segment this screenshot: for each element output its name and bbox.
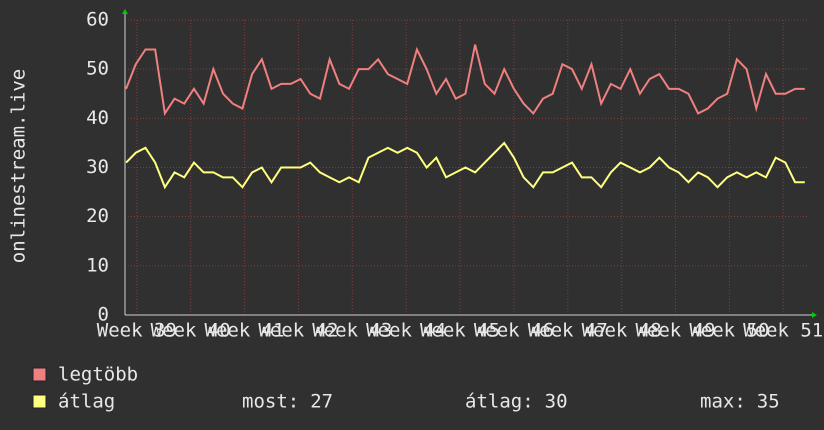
legend-swatch bbox=[32, 367, 47, 382]
stat-value: 35 bbox=[757, 391, 780, 413]
y-axis-label: onlinestream.live bbox=[8, 69, 30, 263]
x-tick-label: Week 46 bbox=[474, 320, 554, 342]
y-tick-label: 0 bbox=[98, 304, 109, 326]
stat-value: 30 bbox=[545, 391, 568, 413]
x-tick-label: Week 41 bbox=[205, 320, 285, 342]
stat-label: max: bbox=[700, 391, 746, 413]
y-tick-label: 20 bbox=[86, 205, 109, 227]
x-tick-label: Week 44 bbox=[366, 320, 446, 342]
legend-label: legtöbb bbox=[58, 364, 138, 386]
series-line bbox=[125, 141, 805, 190]
axis-arrow bbox=[122, 9, 128, 14]
y-tick-label: 10 bbox=[86, 254, 109, 276]
y-tick-label: 60 bbox=[86, 9, 109, 31]
x-tick-label: Week 49 bbox=[635, 320, 715, 342]
x-tick-label: Week 47 bbox=[528, 320, 608, 342]
stat-label: most: bbox=[242, 391, 299, 413]
y-tick-label: 50 bbox=[86, 58, 109, 80]
x-tick-label: Week 40 bbox=[151, 320, 231, 342]
legend-swatch bbox=[32, 394, 47, 409]
stat-label: átlag: bbox=[465, 391, 534, 413]
axis-arrow bbox=[812, 312, 817, 318]
x-tick-label: Week 39 bbox=[97, 320, 177, 342]
y-tick-label: 30 bbox=[86, 156, 109, 178]
x-tick-label: Week 51 bbox=[743, 320, 823, 342]
x-tick-label: Week 50 bbox=[689, 320, 769, 342]
stat-value: 27 bbox=[310, 391, 333, 413]
x-tick-label: Week 42 bbox=[258, 320, 338, 342]
legend-label: átlag bbox=[58, 391, 115, 413]
y-tick-label: 40 bbox=[86, 107, 109, 129]
x-tick-label: Week 48 bbox=[582, 320, 662, 342]
series-line bbox=[125, 44, 805, 117]
x-tick-label: Week 45 bbox=[420, 320, 500, 342]
x-tick-label: Week 43 bbox=[312, 320, 392, 342]
